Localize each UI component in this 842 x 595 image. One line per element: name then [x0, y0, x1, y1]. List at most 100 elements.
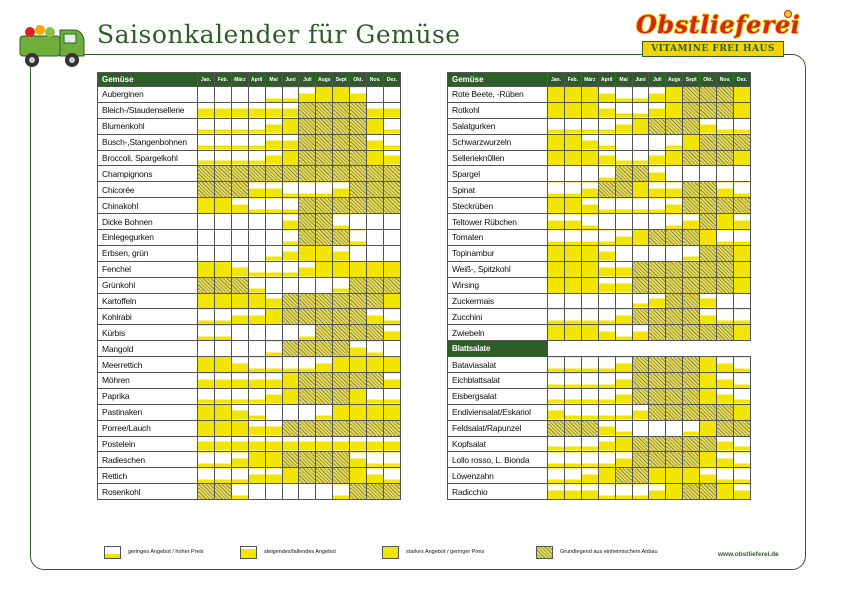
- season-cell: [580, 451, 599, 469]
- season-cell: [631, 229, 650, 246]
- season-cell: [597, 387, 616, 405]
- brand-logo[interactable]: Obstlieferei VITAMINE FREI HAUS: [636, 10, 800, 62]
- legend-swatch: [382, 546, 399, 559]
- season-cell: [732, 419, 752, 437]
- season-cell: [197, 451, 215, 469]
- vegetable-name: Salatgurken: [447, 117, 548, 135]
- month-header: Juli: [648, 72, 667, 87]
- season-cell: [281, 276, 300, 294]
- season-cell: [580, 117, 599, 135]
- season-cell: [315, 483, 334, 501]
- season-cell: [665, 213, 684, 231]
- delivery-truck-icon: [19, 25, 85, 67]
- season-cell: [382, 483, 402, 501]
- season-cell: [699, 213, 718, 231]
- vegetable-name: Paprika: [97, 387, 198, 405]
- season-cell: [563, 403, 582, 421]
- season-cell: [716, 483, 734, 501]
- season-cell: [665, 276, 684, 294]
- season-cell: [349, 197, 368, 215]
- season-cell: [366, 292, 384, 310]
- vegetable-name: Kartoffeln: [97, 292, 198, 310]
- season-cell: [665, 467, 684, 485]
- season-cell: [648, 165, 667, 183]
- season-cell: [264, 117, 283, 135]
- season-cell: [298, 483, 317, 501]
- season-cell: [197, 260, 215, 278]
- season-cell: [230, 86, 249, 103]
- season-cell: [315, 133, 334, 151]
- season-cell: [366, 340, 384, 358]
- season-cell: [298, 372, 317, 389]
- month-header: Feb.: [213, 72, 232, 87]
- season-cell: [597, 483, 616, 501]
- season-cell: [580, 356, 599, 374]
- season-cell: [648, 213, 667, 231]
- season-cell: [665, 324, 684, 342]
- season-cell: [264, 483, 283, 501]
- season-cell: [264, 181, 283, 199]
- empty-cell: [564, 341, 581, 357]
- table-row: Busch-,Stangenbohnen: [97, 133, 402, 151]
- table-row: Erbsen, grün: [97, 244, 402, 262]
- vegetable-name: Einlegegurken: [97, 229, 198, 246]
- season-cell: [197, 419, 215, 437]
- season-cell: [382, 308, 402, 326]
- month-header: Okt.: [349, 72, 368, 87]
- season-cell: [597, 467, 616, 485]
- season-cell: [264, 149, 283, 167]
- season-cell: [349, 181, 368, 199]
- season-cell: [648, 229, 667, 246]
- table-row: Rettich: [97, 467, 402, 485]
- season-cell: [298, 276, 317, 294]
- season-cell: [665, 308, 684, 326]
- table-row: Pastinaken: [97, 403, 402, 421]
- table-row: Wirsing: [447, 276, 752, 294]
- season-cell: [665, 451, 684, 469]
- season-cell: [716, 356, 734, 374]
- empty-cell: [649, 341, 666, 357]
- season-cell: [631, 483, 650, 501]
- season-cell: [247, 260, 266, 278]
- season-cell: [716, 213, 734, 231]
- season-cell: [614, 419, 633, 437]
- season-cell: [197, 101, 215, 119]
- season-cell: [614, 483, 633, 501]
- season-cell: [382, 372, 402, 389]
- season-cell: [648, 149, 667, 167]
- season-cell: [247, 467, 266, 485]
- table-row: Grünkohl: [97, 276, 402, 294]
- season-cell: [597, 244, 616, 262]
- season-cell: [580, 165, 599, 183]
- season-cell: [732, 483, 752, 501]
- season-cell: [213, 292, 232, 310]
- season-cell: [631, 165, 650, 183]
- season-cell: [382, 324, 402, 342]
- vegetable-name: Feldsalat/Rapunzel: [447, 419, 548, 437]
- season-cell: [547, 467, 565, 485]
- season-cell: [332, 133, 351, 151]
- season-cell: [614, 260, 633, 278]
- table-row: Kürbis: [97, 324, 402, 342]
- season-cell: [332, 117, 351, 135]
- website-url[interactable]: www.obstlieferei.de: [718, 551, 779, 558]
- season-cell: [264, 435, 283, 453]
- season-cell: [315, 149, 334, 167]
- season-cell: [332, 101, 351, 119]
- season-cell: [631, 419, 650, 437]
- season-cell: [332, 197, 351, 215]
- season-cell: [547, 197, 565, 215]
- season-cell: [197, 467, 215, 485]
- empty-cell: [683, 341, 700, 357]
- season-cell: [631, 149, 650, 167]
- season-cell: [614, 117, 633, 135]
- season-cell: [230, 165, 249, 183]
- season-cell: [230, 244, 249, 262]
- season-cell: [580, 181, 599, 199]
- season-cell: [366, 244, 384, 262]
- season-cell: [247, 133, 266, 151]
- season-cell: [382, 213, 402, 231]
- season-cell: [349, 340, 368, 358]
- season-cell: [699, 229, 718, 246]
- season-cell: [315, 101, 334, 119]
